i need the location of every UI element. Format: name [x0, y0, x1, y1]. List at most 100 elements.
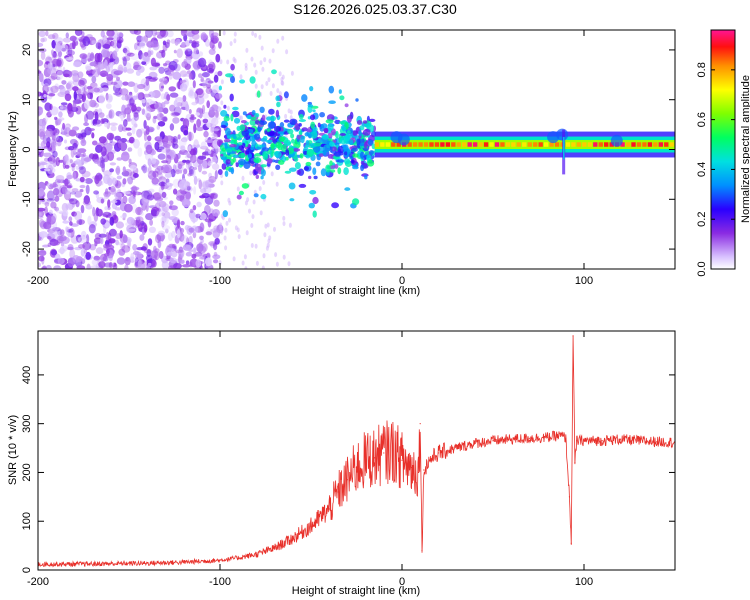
noise-blob	[50, 201, 57, 209]
noise-blob	[192, 80, 196, 89]
noise-blob	[183, 168, 188, 175]
noise-blob	[164, 100, 170, 105]
noise-blob	[123, 203, 133, 213]
noise-blob	[133, 111, 139, 118]
noise-blob	[93, 212, 99, 222]
noise-blob	[110, 81, 118, 85]
noise-blob	[54, 37, 64, 44]
transition-blob	[283, 119, 290, 123]
transition-blob	[328, 100, 336, 104]
noise-blob	[188, 227, 195, 233]
transition-blob	[290, 133, 295, 139]
noise-blob	[88, 73, 93, 78]
noise-blob	[164, 70, 171, 76]
noise-blob	[69, 191, 77, 195]
noise-blob	[46, 190, 55, 201]
noise-blob	[176, 219, 181, 229]
noise-blob	[149, 128, 154, 133]
carrier-core	[669, 142, 674, 147]
noise-blob	[241, 175, 245, 181]
transition-blob	[323, 144, 331, 153]
transition-blob	[260, 193, 267, 200]
noise-blob	[62, 220, 70, 224]
transition-blob	[364, 174, 368, 180]
transition-blob	[298, 123, 302, 127]
transition-blob	[344, 103, 349, 108]
transition-blob	[321, 123, 328, 129]
noise-blob	[132, 244, 138, 251]
transition-blob	[298, 183, 307, 188]
noise-blob	[69, 35, 77, 42]
noise-blob	[72, 143, 78, 149]
carrier-core	[440, 142, 445, 147]
noise-blob	[104, 222, 110, 228]
noise-blob	[195, 88, 204, 96]
noise-blob	[134, 42, 138, 51]
snr-data-point	[255, 553, 257, 555]
noise-blob	[76, 219, 85, 225]
snr-data-point	[401, 459, 403, 461]
noise-blob	[80, 204, 85, 214]
noise-blob	[88, 153, 95, 160]
noise-blob	[151, 260, 157, 268]
transition-blob	[334, 151, 342, 157]
noise-blob	[43, 82, 50, 92]
noise-blob	[106, 30, 115, 37]
noise-blob	[213, 116, 221, 120]
transition-blob	[358, 130, 362, 137]
noise-blob	[116, 76, 120, 81]
snr-data-point	[428, 459, 430, 461]
noise-blob	[233, 31, 237, 37]
noise-blob	[108, 110, 113, 119]
noise-blob	[226, 105, 230, 111]
carrier-core	[620, 142, 625, 147]
transition-blob	[225, 122, 229, 126]
noise-blob	[227, 197, 231, 203]
transition-blob	[344, 187, 351, 191]
noise-blob	[165, 228, 169, 234]
noise-blob	[152, 170, 159, 178]
noise-blob	[47, 62, 54, 69]
noise-blob	[159, 82, 164, 92]
transition-blob	[363, 142, 368, 149]
transition-blob	[223, 104, 227, 109]
noise-blob	[172, 117, 180, 124]
noise-blob	[100, 146, 107, 157]
noise-blob	[205, 160, 214, 164]
noise-blob	[191, 225, 199, 234]
noise-blob	[209, 39, 215, 49]
noise-blob	[107, 199, 111, 208]
transition-blob	[229, 93, 234, 102]
noise-blob	[118, 124, 124, 133]
noise-blob	[38, 128, 46, 137]
noise-blob	[118, 140, 123, 149]
noise-blob	[151, 177, 159, 185]
noise-blob	[166, 94, 171, 101]
noise-blob	[115, 242, 124, 246]
transition-blob	[230, 75, 235, 83]
noise-blob	[122, 195, 128, 204]
noise-blob	[135, 190, 139, 196]
noise-blob	[86, 263, 91, 269]
transition-blob	[320, 168, 327, 177]
noise-blob	[126, 228, 136, 232]
noise-blob	[149, 219, 154, 226]
noise-blob	[206, 121, 211, 129]
noise-blob	[126, 52, 135, 57]
transition-blob	[245, 150, 250, 155]
transition-blob	[367, 139, 374, 146]
noise-blob	[50, 85, 59, 94]
noise-blob	[123, 169, 133, 177]
carrier-bump	[547, 131, 560, 144]
noise-blob	[46, 141, 51, 148]
noise-blob	[282, 254, 286, 260]
noise-blob	[212, 128, 220, 132]
noise-blob	[83, 157, 92, 163]
noise-blob	[138, 50, 143, 60]
transition-blob	[348, 139, 354, 146]
noise-blob	[211, 84, 221, 94]
snr-data-point	[583, 440, 585, 442]
carrier-core	[434, 142, 440, 147]
